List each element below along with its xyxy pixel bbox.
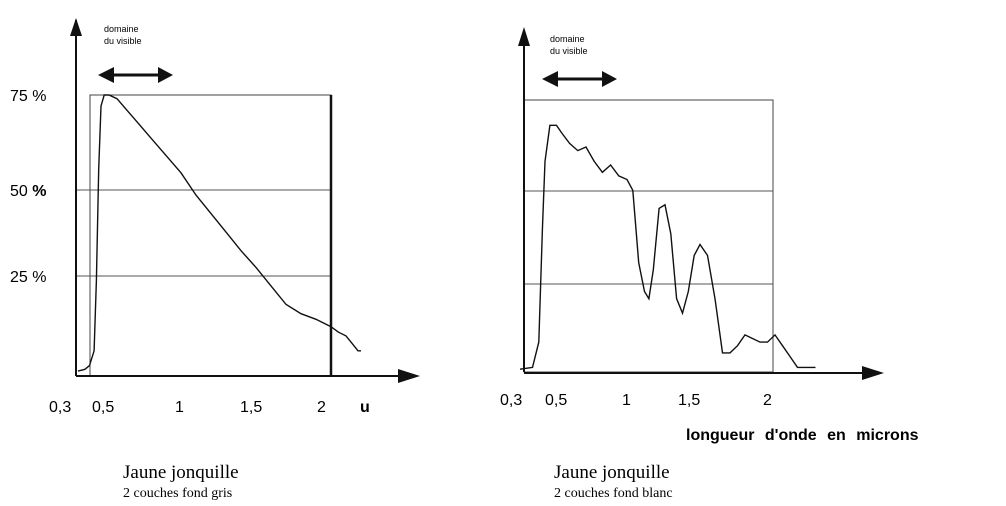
chart-left-series-line xyxy=(77,94,361,372)
chart-left-x-unit: u xyxy=(360,399,370,416)
chart-right-xtick-4: 2 xyxy=(763,392,772,409)
chart-right-annotation-line2: du visible xyxy=(550,46,588,56)
chart-right-xtick-1: 0,5 xyxy=(545,392,567,409)
chart-left-ytick-25: 25 % xyxy=(10,269,46,286)
chart-left: domaine du visible 75 % 50 % 25 % 0,3 0,… xyxy=(10,18,420,501)
chart-right-xtick-0: 0,3 xyxy=(500,392,522,409)
chart-left-xtick-1: 0,5 xyxy=(92,399,114,416)
chart-left-subtitle: 2 couches fond gris xyxy=(123,486,232,501)
chart-left-visible-arrow-right-head xyxy=(158,67,173,83)
chart-left-frame xyxy=(89,94,332,377)
chart-right-xtick-2: 1 xyxy=(622,392,631,409)
chart-right-xtick-3: 1,5 xyxy=(678,392,700,409)
chart-right-annotation-line1: domaine xyxy=(550,34,585,44)
chart-left-annotation-line2: du visible xyxy=(104,36,142,46)
chart-left-ytick-50: 50 % xyxy=(10,183,46,200)
chart-right-title: Jaune jonquille xyxy=(554,462,670,483)
chart-right: domaine du visible 0,3 0,5 1 1,5 2 longu… xyxy=(500,27,919,501)
chart-right-visible-arrow-right-head xyxy=(602,71,617,87)
chart-left-ytick-75: 75 % xyxy=(10,88,46,105)
chart-right-subtitle: 2 couches fond blanc xyxy=(554,486,673,501)
chart-left-xtick-3: 1,5 xyxy=(240,399,262,416)
chart-right-visible-arrow-left-head xyxy=(542,71,558,87)
chart-left-xtick-2: 1 xyxy=(175,399,184,416)
chart-left-xtick-4: 2 xyxy=(317,399,326,416)
chart-left-y-axis-arrow xyxy=(70,18,82,36)
chart-right-y-axis-arrow xyxy=(518,27,530,46)
chart-right-series-line xyxy=(519,124,816,370)
chart-right-x-axis-label: longueur d'onde en microns xyxy=(686,427,919,444)
chart-left-x-axis-arrow xyxy=(398,369,420,383)
chart-right-frame xyxy=(523,99,774,373)
chart-left-title: Jaune jonquille xyxy=(123,462,239,483)
chart-left-visible-arrow-left-head xyxy=(98,67,114,83)
chart-right-x-axis-arrow xyxy=(862,366,884,380)
chart-left-annotation-line1: domaine xyxy=(104,24,139,34)
chart-left-xtick-0: 0,3 xyxy=(49,399,71,416)
